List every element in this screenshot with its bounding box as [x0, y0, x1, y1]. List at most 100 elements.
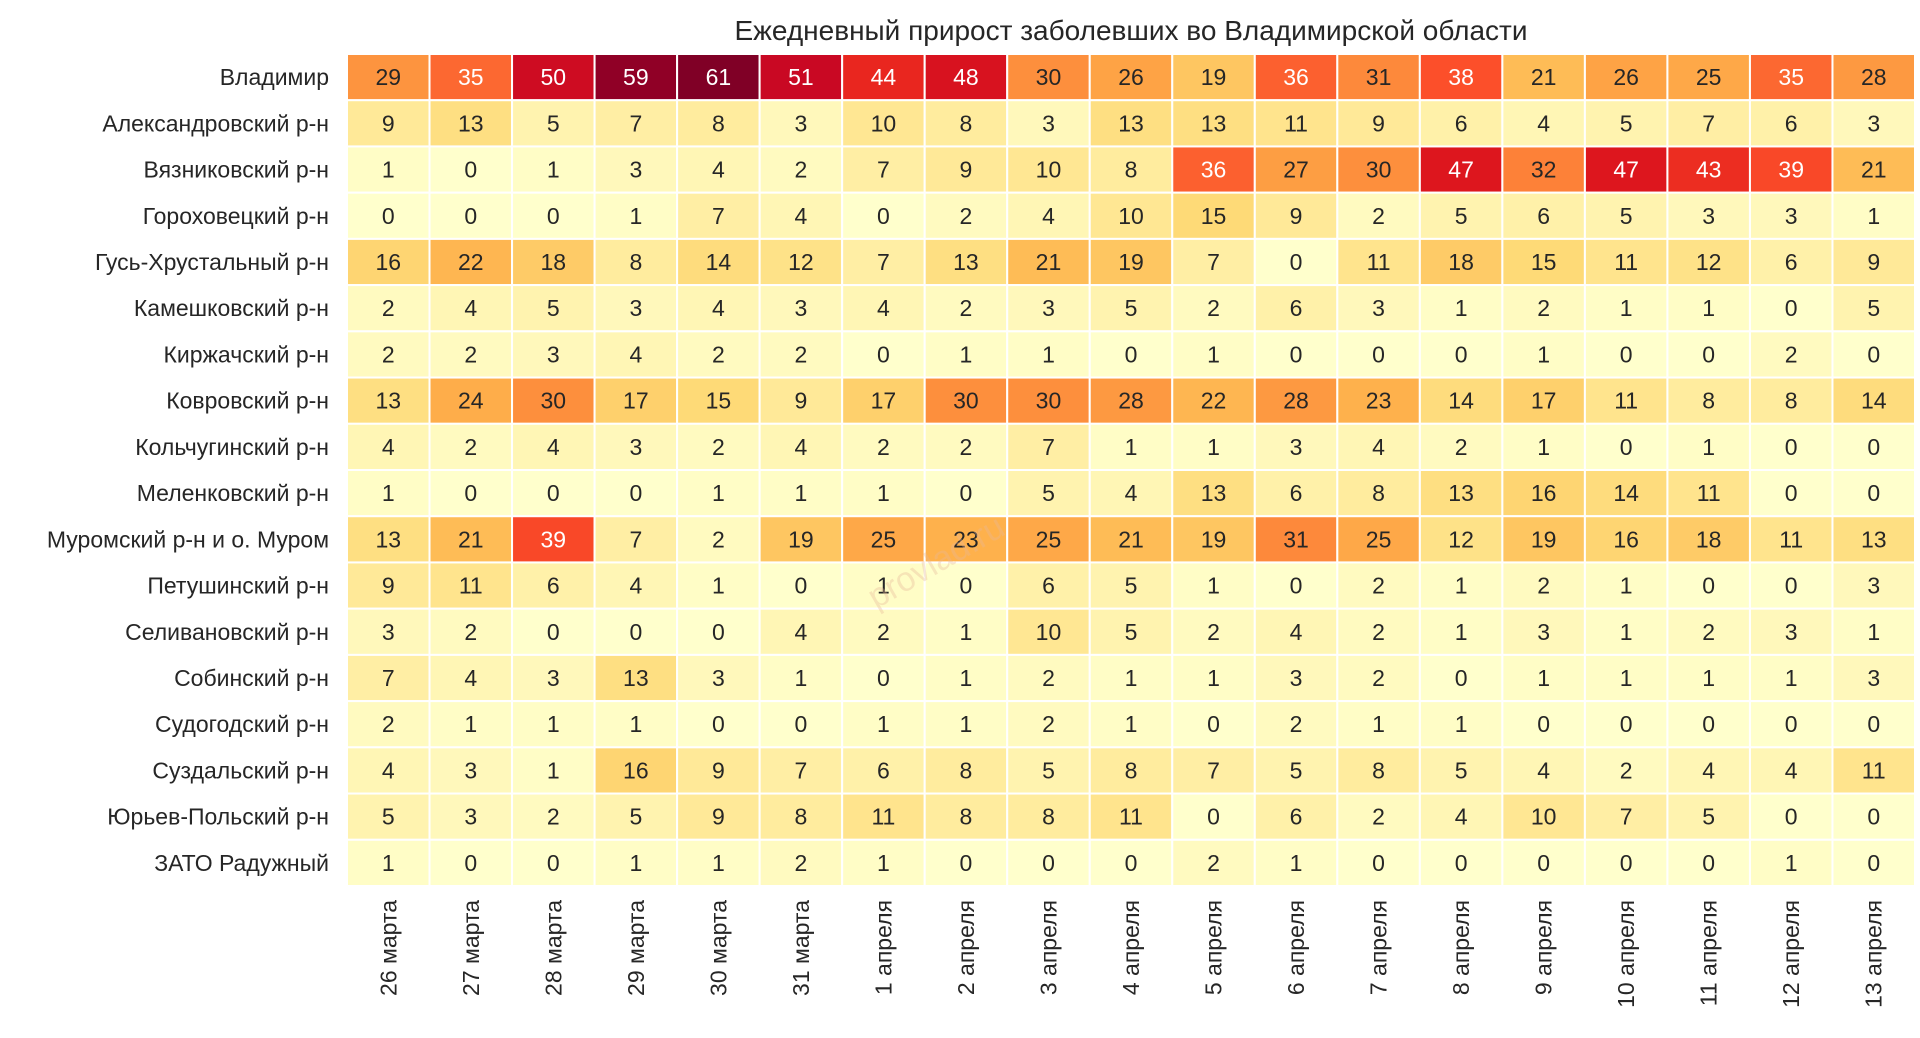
heatmap-cell — [1336, 838, 1421, 887]
column-label: 13 апреля — [1861, 900, 1887, 1008]
cell-value-label: 26 — [1613, 64, 1639, 90]
heatmap-cell — [1666, 700, 1751, 749]
row-labels: Владимир Александровский р-н Вязниковский … — [47, 64, 329, 876]
cell-value-label: 0 — [1620, 341, 1633, 367]
cell-value-label: 3 — [1785, 203, 1798, 229]
cell-value-label: 1 — [547, 711, 560, 737]
heatmap-cell — [1583, 53, 1669, 102]
row-label: Кольчугинский р-н — [135, 434, 329, 460]
cell-value-label: 13 — [623, 665, 649, 691]
heatmap-cell — [511, 422, 596, 471]
cell-value-label: 1 — [1455, 711, 1468, 737]
cell-value-label: 10 — [1118, 203, 1144, 229]
heatmap-cell — [1171, 237, 1256, 287]
cell-value-label: 50 — [541, 64, 567, 90]
cell-value-label: 10 — [1036, 157, 1062, 183]
cell-value-label: 47 — [1448, 157, 1474, 183]
cell-value-label: 1 — [960, 711, 973, 737]
cell-value-label: 14 — [1613, 480, 1639, 506]
cell-value-label: 18 — [541, 249, 567, 275]
heatmap-cell — [1006, 376, 1091, 425]
heatmap-cell — [428, 237, 514, 287]
cell-value-label: 16 — [375, 249, 401, 275]
cell-value-label: 1 — [877, 850, 890, 876]
cell-value-label: 0 — [877, 665, 890, 691]
heatmap-cell — [1006, 145, 1091, 194]
heatmap-cell — [1336, 237, 1421, 287]
heatmap-cell — [1006, 653, 1091, 703]
heatmap-cell — [1666, 792, 1751, 841]
cell-value-label: 2 — [1702, 619, 1715, 645]
cell-value-label: 27 — [1283, 157, 1309, 183]
cell-value-label: 1 — [1455, 573, 1468, 599]
cell-value-label: 0 — [960, 573, 973, 599]
column-label: 8 апреля — [1448, 900, 1474, 995]
cell-value-label: 14 — [1448, 388, 1474, 414]
heatmap-cell — [1253, 237, 1339, 287]
cell-value-label: 6 — [1785, 110, 1798, 136]
heatmap-cell — [676, 515, 761, 564]
cell-value-label: 1 — [382, 480, 395, 506]
heatmap-cell — [593, 746, 679, 795]
cell-value-label: 3 — [794, 110, 807, 136]
cell-value-label: 1 — [629, 711, 642, 737]
cell-value-label: 1 — [629, 203, 642, 229]
cell-value-label: 9 — [1372, 110, 1385, 136]
row-label: Гусь-Хрустальный р-н — [95, 249, 329, 275]
cell-value-label: 1 — [629, 850, 642, 876]
column-label: 6 апреля — [1283, 900, 1309, 995]
cell-value-label: 0 — [960, 480, 973, 506]
cell-value-label: 0 — [794, 711, 807, 737]
cell-value-label: 19 — [788, 526, 814, 552]
cell-value-label: 36 — [1283, 64, 1309, 90]
heatmap-cell — [428, 191, 514, 240]
heatmap-cell — [1418, 515, 1504, 564]
cell-value-label: 4 — [382, 434, 395, 460]
cell-value-label: 39 — [541, 526, 567, 552]
cell-value-label: 1 — [794, 665, 807, 691]
cell-value-label: 11 — [1697, 480, 1721, 506]
cell-value-label: 2 — [1620, 757, 1633, 783]
cell-value-label: 30 — [1036, 64, 1062, 90]
heatmap-cell — [841, 330, 926, 379]
heatmap-cell — [593, 191, 679, 240]
column-label: 26 марта — [375, 900, 401, 996]
cell-value-label: 8 — [1372, 480, 1385, 506]
cell-value-label: 5 — [1042, 480, 1055, 506]
heatmap-cell — [923, 561, 1009, 610]
cell-value-label: 4 — [712, 157, 725, 183]
cell-value-label: 3 — [1867, 665, 1880, 691]
heatmap-cell — [1831, 237, 1916, 287]
cell-value-label: 1 — [712, 850, 725, 876]
cell-value-label: 2 — [1372, 665, 1385, 691]
heatmap-cell — [841, 284, 926, 333]
heatmap-cell — [1501, 607, 1586, 656]
heatmap-cell — [1336, 515, 1421, 564]
heatmap-cell — [511, 838, 596, 887]
heatmap-cell — [676, 469, 761, 518]
cell-value-label: 17 — [1531, 388, 1557, 414]
cell-value-label: 48 — [953, 64, 979, 90]
cell-value-label: 2 — [1290, 711, 1303, 737]
cell-value-label: 13 — [1201, 480, 1227, 506]
cell-value-label: 2 — [1455, 434, 1468, 460]
heatmap-cell — [1583, 191, 1669, 240]
cell-value-label: 5 — [1455, 757, 1468, 783]
heatmap-cell — [841, 469, 926, 518]
heatmap-cell — [1088, 284, 1174, 333]
heatmap-cell — [1666, 653, 1751, 703]
heatmap-cell — [1831, 330, 1916, 379]
column-label: 10 апреля — [1613, 900, 1639, 1008]
heatmap-cell — [1831, 792, 1916, 841]
cell-value-label: 5 — [1867, 295, 1880, 321]
cell-value-label: 1 — [1785, 665, 1798, 691]
cell-value-label: 0 — [1702, 850, 1715, 876]
heatmap-cell — [1666, 376, 1751, 425]
cell-value-label: 4 — [464, 665, 477, 691]
cell-value-label: 22 — [1201, 388, 1227, 414]
cell-value-label: 1 — [960, 619, 973, 645]
heatmap-cell — [1666, 99, 1751, 148]
cell-value-label: 4 — [1785, 757, 1798, 783]
cell-value-label: 6 — [1042, 573, 1055, 599]
heatmap-cell — [1253, 838, 1339, 887]
